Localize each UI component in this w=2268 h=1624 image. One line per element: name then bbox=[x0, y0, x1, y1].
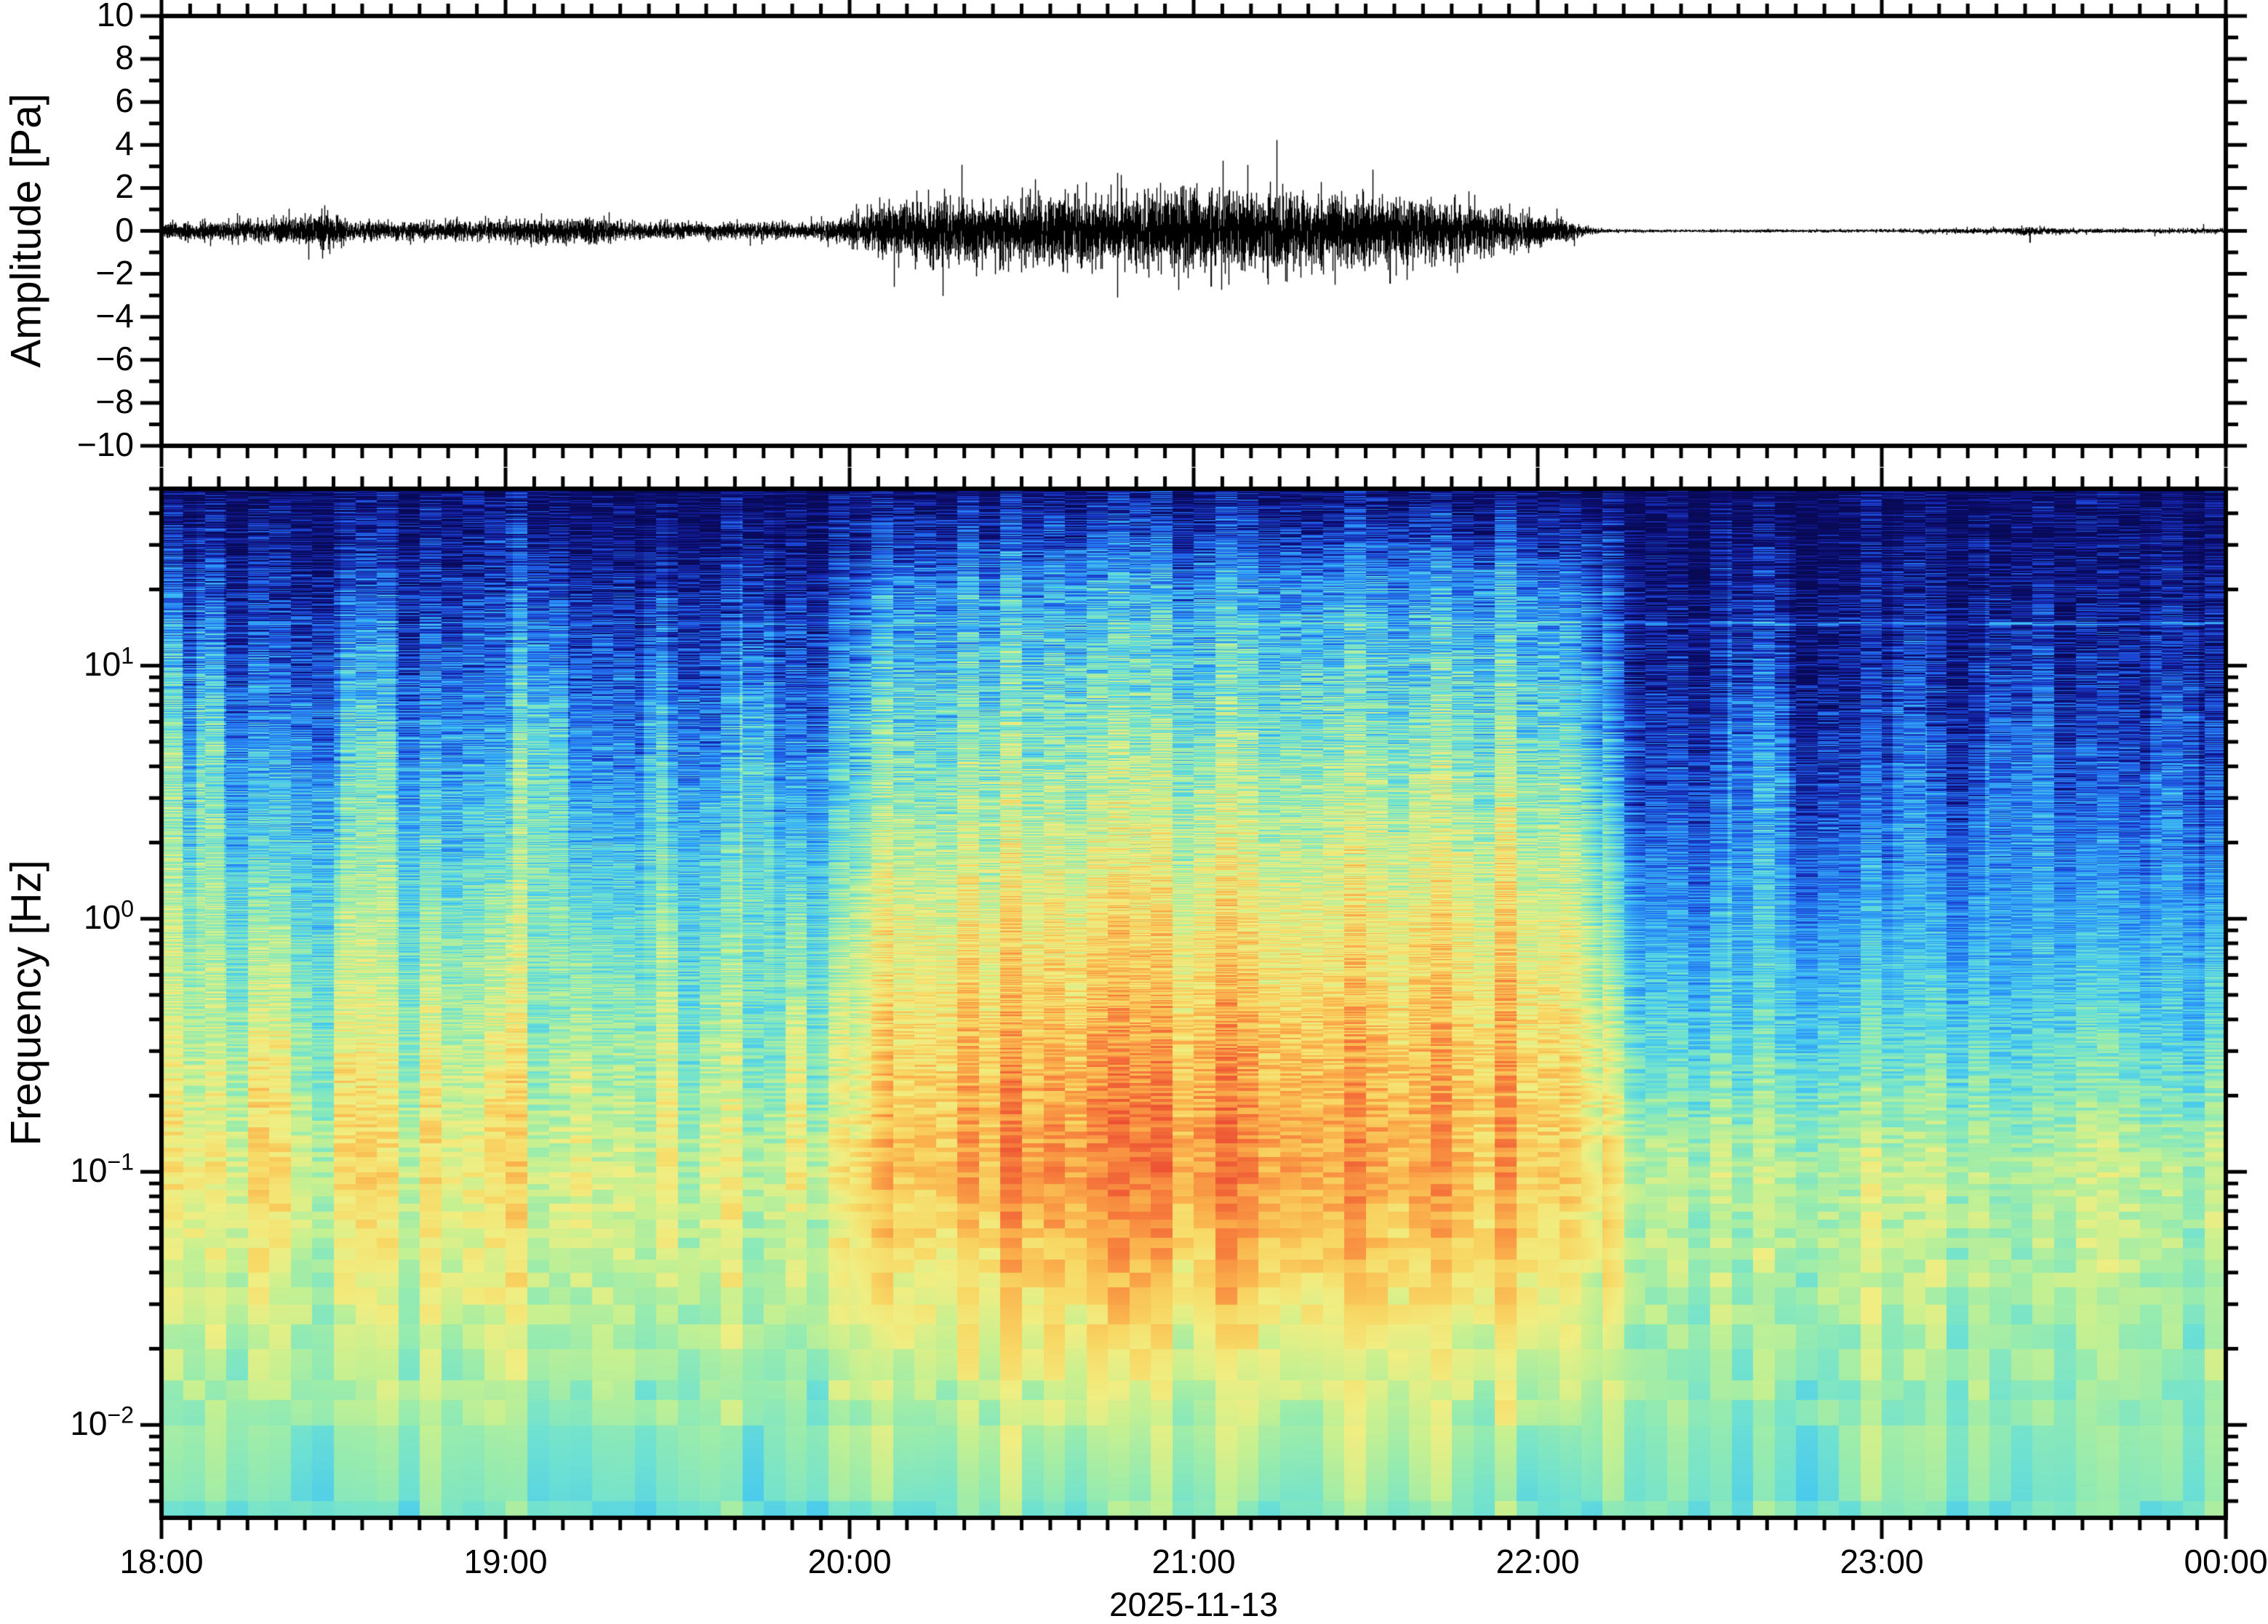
frequency-tick-label: 101 bbox=[84, 642, 134, 684]
time-tick-label: 20:00 bbox=[807, 1543, 892, 1580]
time-tick-label: 23:00 bbox=[1840, 1543, 1924, 1580]
amplitude-tick-label: 4 bbox=[115, 124, 134, 163]
amplitude-tick-label: 8 bbox=[115, 38, 134, 76]
frequency-tick-label: 10−1 bbox=[70, 1148, 134, 1190]
time-tick-label: 19:00 bbox=[463, 1543, 548, 1580]
amplitude-tick-label: −8 bbox=[95, 382, 134, 420]
time-tick-label: 00:00 bbox=[2184, 1543, 2268, 1580]
amplitude-tick-label: 2 bbox=[115, 167, 134, 206]
waveform-y-axis-title: Amplitude [Pa] bbox=[2, 93, 50, 368]
frequency-tick-label: 10−2 bbox=[70, 1401, 134, 1443]
time-tick-label: 21:00 bbox=[1151, 1543, 1236, 1580]
spectrogram-y-axis-title: Frequency [Hz] bbox=[2, 860, 50, 1146]
time-tick-label: 22:00 bbox=[1496, 1543, 1580, 1580]
date-label: 2025-11-13 bbox=[1109, 1585, 1278, 1623]
amplitude-tick-label: −6 bbox=[95, 339, 134, 377]
time-tick-label: 18:00 bbox=[119, 1543, 204, 1580]
amplitude-tick-label: −4 bbox=[95, 296, 134, 335]
amplitude-tick-label: 6 bbox=[115, 81, 134, 120]
amplitude-tick-label: −10 bbox=[76, 425, 134, 463]
frequency-tick-label: 100 bbox=[84, 895, 134, 937]
amplitude-tick-label: 0 bbox=[115, 210, 134, 249]
amplitude-tick-label: 10 bbox=[96, 0, 134, 33]
amplitude-tick-label: −2 bbox=[95, 253, 134, 292]
